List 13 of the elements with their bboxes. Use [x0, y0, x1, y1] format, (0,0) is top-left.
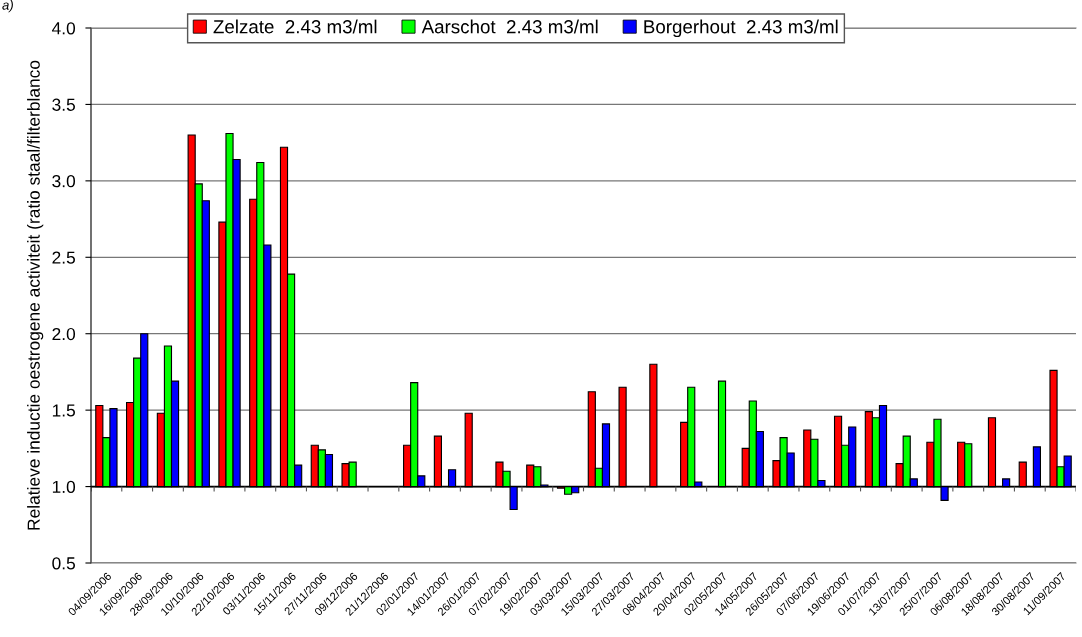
y-tick-label: 1.5 [52, 404, 75, 417]
text: a) [2, 0, 13, 13]
y-axis-title: Relatieve inductie oestrogene activiteit (ratio staal/filterblanco [27, 60, 44, 530]
y-tick-label: 2.5 [52, 251, 75, 264]
legend-label: Zelzate 2.43 m3/ml [213, 19, 377, 34]
y-tick-label: 1.0 [52, 480, 76, 494]
y-tick-label: 2.0 [52, 327, 76, 341]
legend-label: Borgerhout 2.43 m3/ml [644, 19, 838, 38]
legend-label: Aarschot 2.43 m3/ml [421, 19, 598, 34]
y-tick-label: 3.5 [52, 98, 75, 111]
y-tick-label: 0.5 [52, 557, 75, 570]
y-tick-label: 4.0 [51, 22, 76, 35]
y-tick-label: 3.0 [52, 175, 76, 188]
